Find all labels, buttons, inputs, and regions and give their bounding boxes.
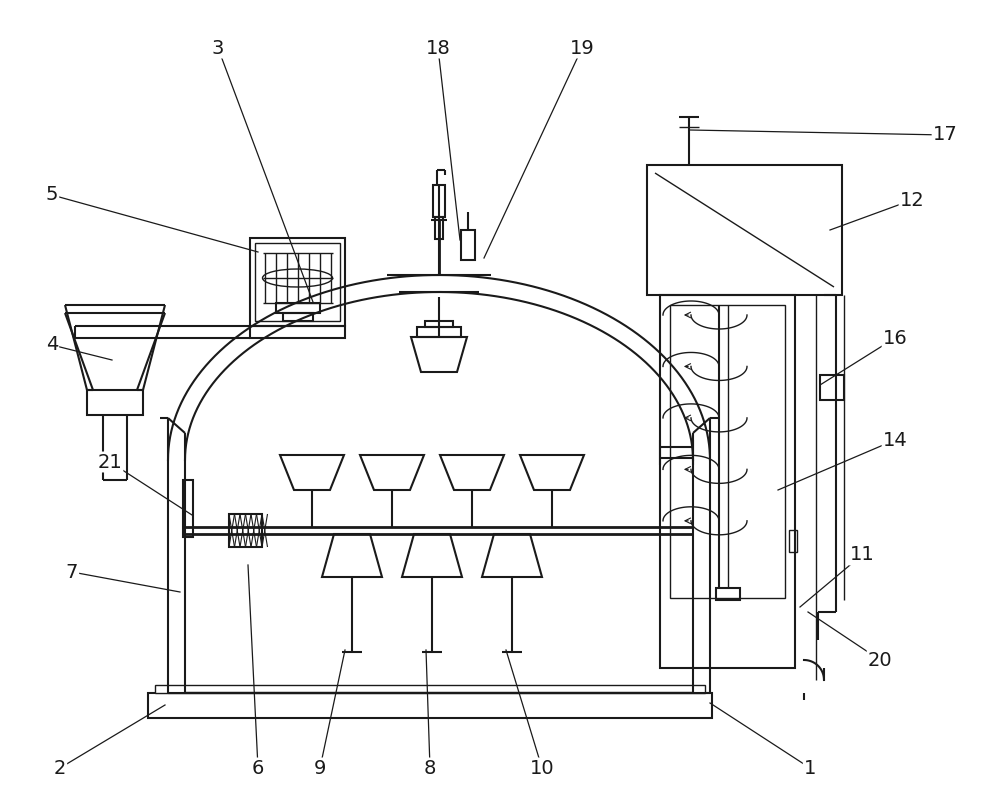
- Text: 20: 20: [868, 650, 892, 670]
- Bar: [276, 303, 320, 313]
- Text: 18: 18: [426, 38, 450, 58]
- Bar: [229, 514, 262, 547]
- Bar: [250, 238, 345, 326]
- Text: 2: 2: [54, 758, 66, 778]
- Bar: [183, 480, 193, 537]
- Bar: [417, 327, 461, 337]
- Bar: [425, 321, 453, 327]
- Text: 9: 9: [314, 758, 326, 778]
- Text: 8: 8: [424, 758, 436, 778]
- Bar: [716, 588, 740, 600]
- Bar: [435, 217, 443, 239]
- Bar: [250, 326, 345, 338]
- Bar: [789, 530, 797, 552]
- Bar: [148, 693, 712, 718]
- Text: 19: 19: [570, 38, 594, 58]
- Bar: [283, 313, 312, 321]
- Bar: [660, 295, 795, 668]
- Text: 21: 21: [98, 453, 122, 471]
- Bar: [87, 390, 143, 415]
- Text: 12: 12: [900, 191, 924, 209]
- Bar: [155, 685, 705, 693]
- Text: 5: 5: [46, 186, 58, 204]
- Bar: [820, 375, 844, 400]
- Text: 4: 4: [46, 336, 58, 354]
- Bar: [461, 230, 475, 260]
- Text: 3: 3: [212, 38, 224, 58]
- Text: 7: 7: [66, 563, 78, 581]
- Text: 17: 17: [933, 126, 957, 144]
- Bar: [670, 305, 785, 598]
- Text: 10: 10: [530, 758, 554, 778]
- Text: 11: 11: [850, 546, 874, 564]
- Bar: [255, 243, 340, 321]
- Bar: [647, 165, 842, 295]
- Bar: [433, 185, 445, 217]
- Text: 1: 1: [804, 758, 816, 778]
- Text: 6: 6: [252, 758, 264, 778]
- Text: 16: 16: [883, 328, 907, 347]
- Text: 14: 14: [883, 431, 907, 449]
